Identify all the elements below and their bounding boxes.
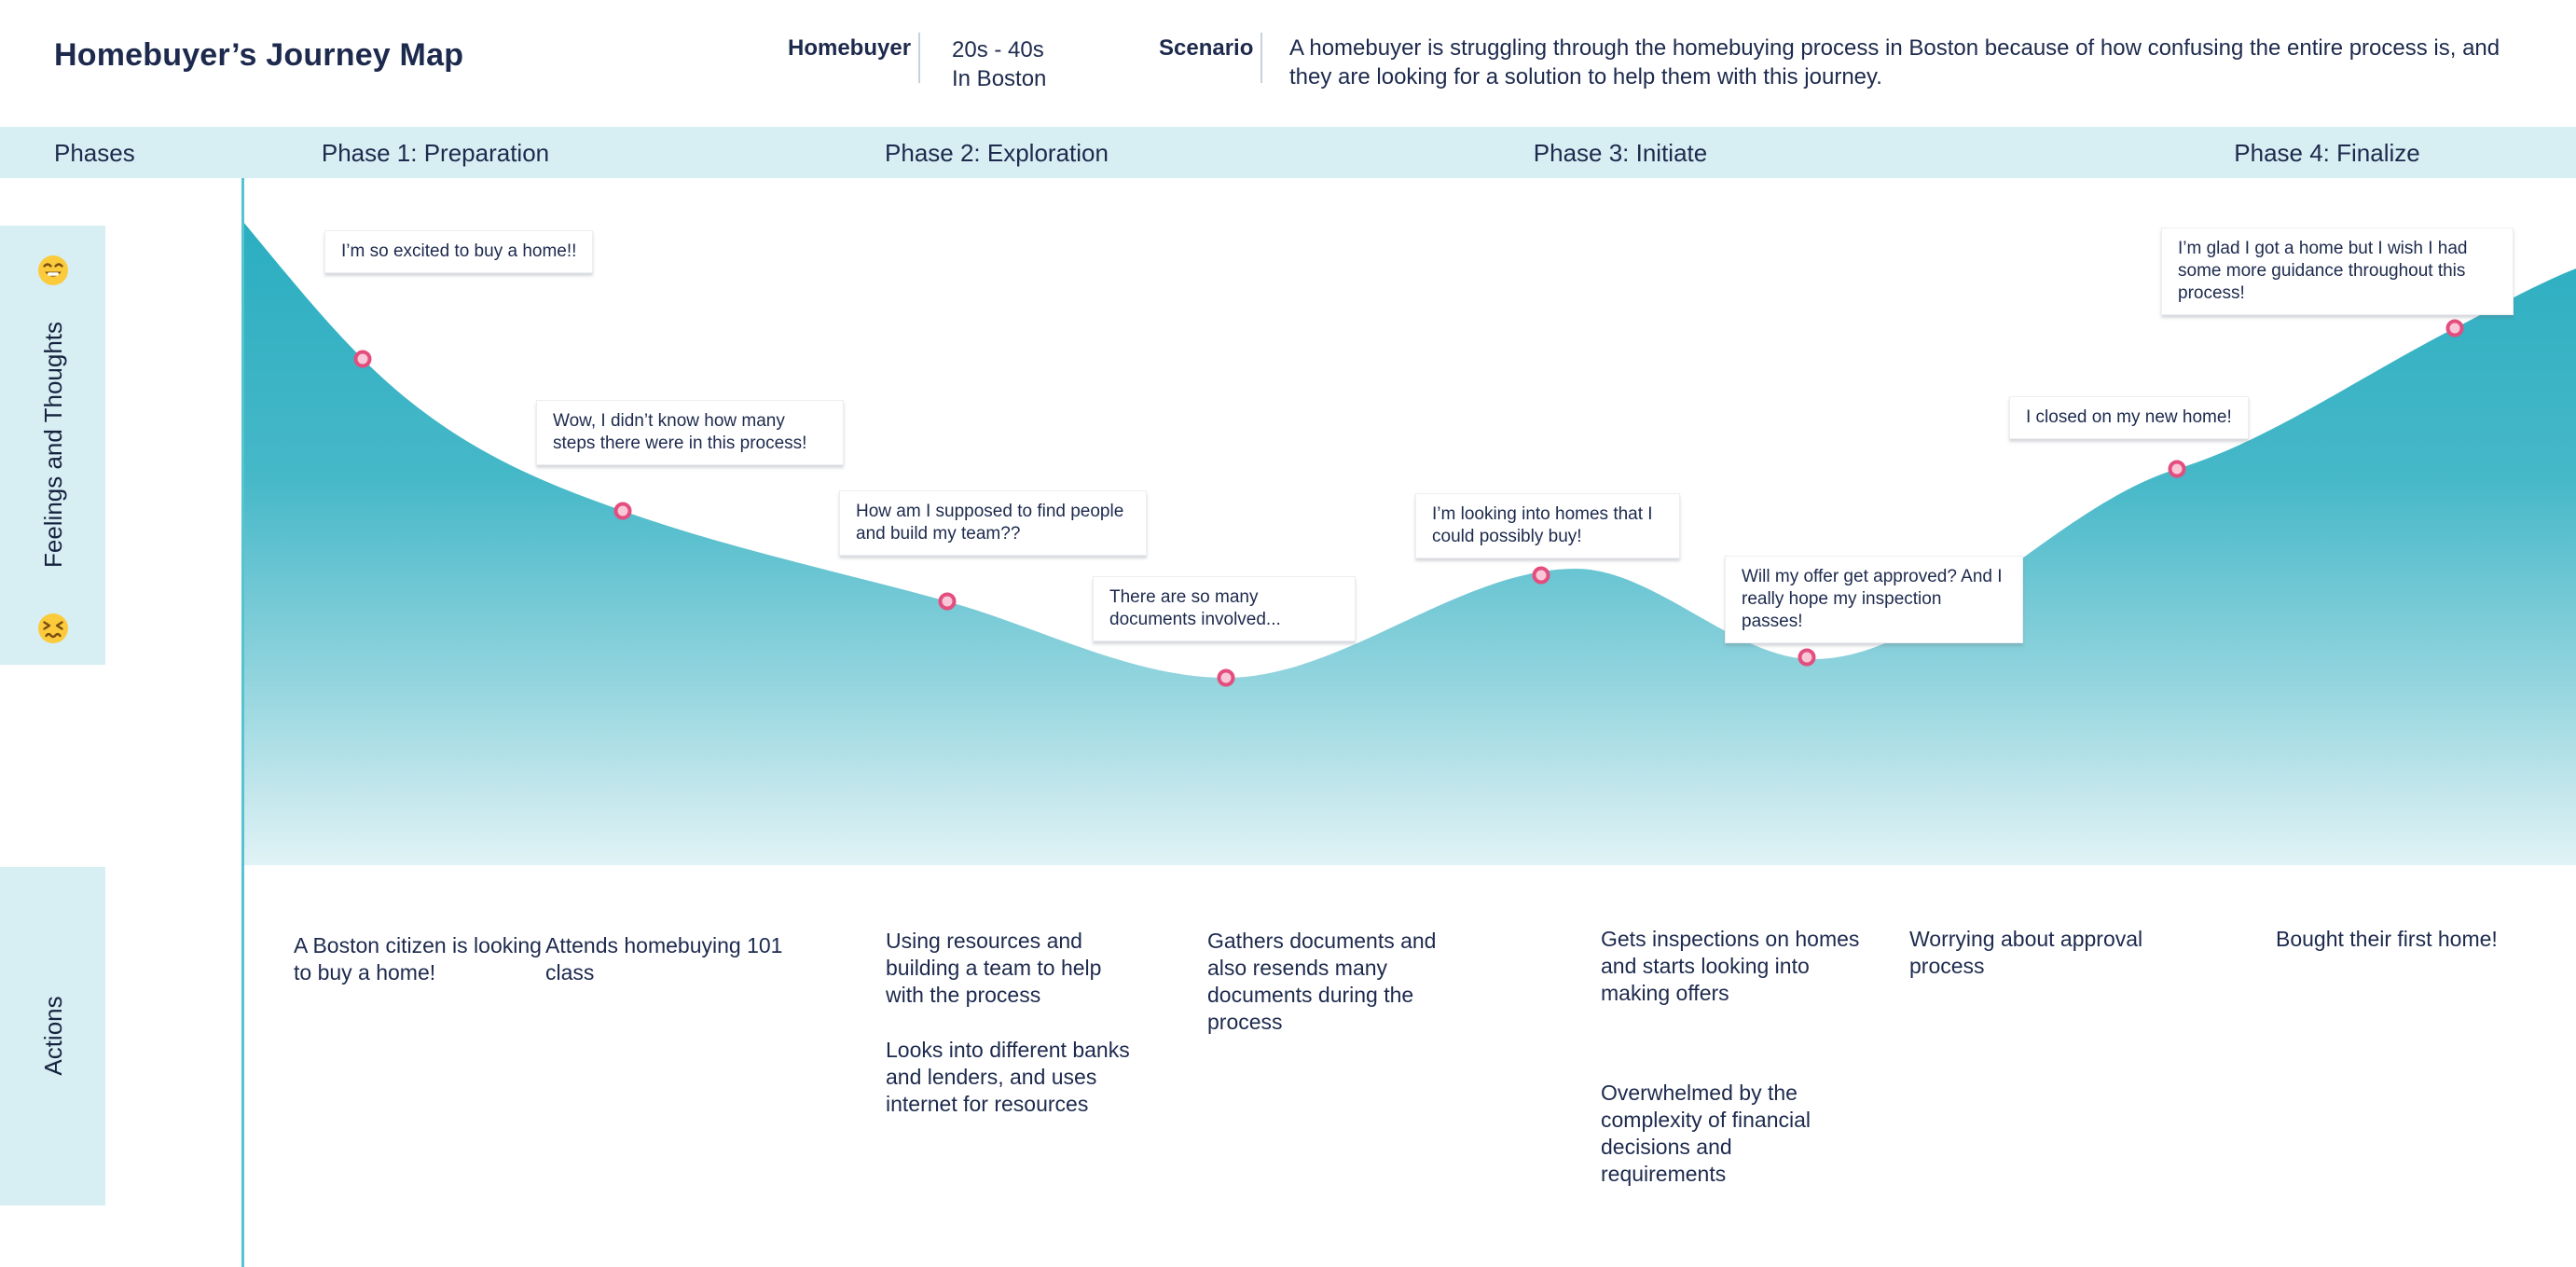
thought-bubble: I’m looking into homes that I could poss… bbox=[1415, 493, 1680, 558]
action-item: Bought their first home! bbox=[2276, 927, 2498, 951]
thought-bubble: I’m glad I got a home but I wish I had s… bbox=[2161, 227, 2514, 315]
action-item: Attends homebuying 101 class bbox=[545, 933, 783, 985]
header-divider-1 bbox=[918, 33, 920, 83]
thought-bubble: Will my offer get approved? And I really… bbox=[1725, 556, 2023, 643]
feelings-row-label: Feelings and Thoughts bbox=[39, 321, 67, 569]
distressed-face-icon bbox=[36, 612, 70, 650]
journey-point bbox=[938, 592, 957, 611]
phase-2-label: Phase 2: Exploration bbox=[885, 139, 1109, 167]
journey-point bbox=[1532, 566, 1550, 585]
scenario-label: Scenario bbox=[1159, 35, 1254, 61]
action-item: Using resources and building a team to h… bbox=[886, 929, 1102, 1007]
phase-1-label: Phase 1: Preparation bbox=[321, 139, 550, 167]
thought-bubble: I’m so excited to buy a home!! bbox=[324, 230, 594, 273]
action-item: Overwhelmed by the complexity of financi… bbox=[1601, 1081, 1811, 1186]
happy-face-icon bbox=[36, 254, 70, 292]
thought-bubble: I closed on my new home! bbox=[2009, 396, 2249, 439]
journey-point bbox=[353, 350, 372, 368]
phases-row-label: Phases bbox=[54, 139, 135, 167]
phase-4-label: Phase 4: Finalize bbox=[2234, 139, 2420, 167]
action-item: A Boston citizen is looking to buy a hom… bbox=[294, 933, 542, 985]
chart-left-divider bbox=[241, 178, 244, 1267]
thought-bubble: Wow, I didn’t know how many steps there … bbox=[536, 400, 844, 465]
journey-point bbox=[1217, 668, 1235, 687]
journey-point bbox=[613, 502, 632, 520]
emotion-curve-area bbox=[243, 222, 2576, 865]
journey-point bbox=[2445, 319, 2464, 337]
persona-label: Homebuyer bbox=[788, 35, 912, 61]
journey-point bbox=[1798, 648, 1816, 667]
thought-bubble: How am I supposed to find people and bui… bbox=[839, 490, 1147, 556]
action-item: Worrying about approval process bbox=[1909, 927, 2143, 978]
header-divider-2 bbox=[1260, 33, 1262, 83]
actions-row-label: Actions bbox=[39, 996, 67, 1076]
action-item: Gathers documents and also resends many … bbox=[1207, 929, 1437, 1034]
scenario-text: A homebuyer is struggling through the ho… bbox=[1289, 35, 2500, 90]
phase-3-label: Phase 3: Initiate bbox=[1533, 139, 1708, 167]
journey-point bbox=[2168, 460, 2186, 478]
persona-location: In Boston bbox=[952, 66, 1047, 91]
actions-band: Actions bbox=[0, 867, 105, 1205]
thought-bubble: There are so many documents involved... bbox=[1093, 576, 1356, 641]
feelings-band: Feelings and Thoughts bbox=[0, 226, 105, 665]
phases-band: Phases Phase 1: Preparation Phase 2: Exp… bbox=[0, 127, 2576, 178]
page-title: Homebuyer’s Journey Map bbox=[54, 37, 464, 73]
action-item: Gets inspections on homes and starts loo… bbox=[1601, 927, 1860, 1005]
action-item: Looks into different banks and lenders, … bbox=[886, 1038, 1130, 1116]
journey-points bbox=[353, 319, 2464, 687]
persona-age: 20s - 40s bbox=[952, 37, 1044, 62]
